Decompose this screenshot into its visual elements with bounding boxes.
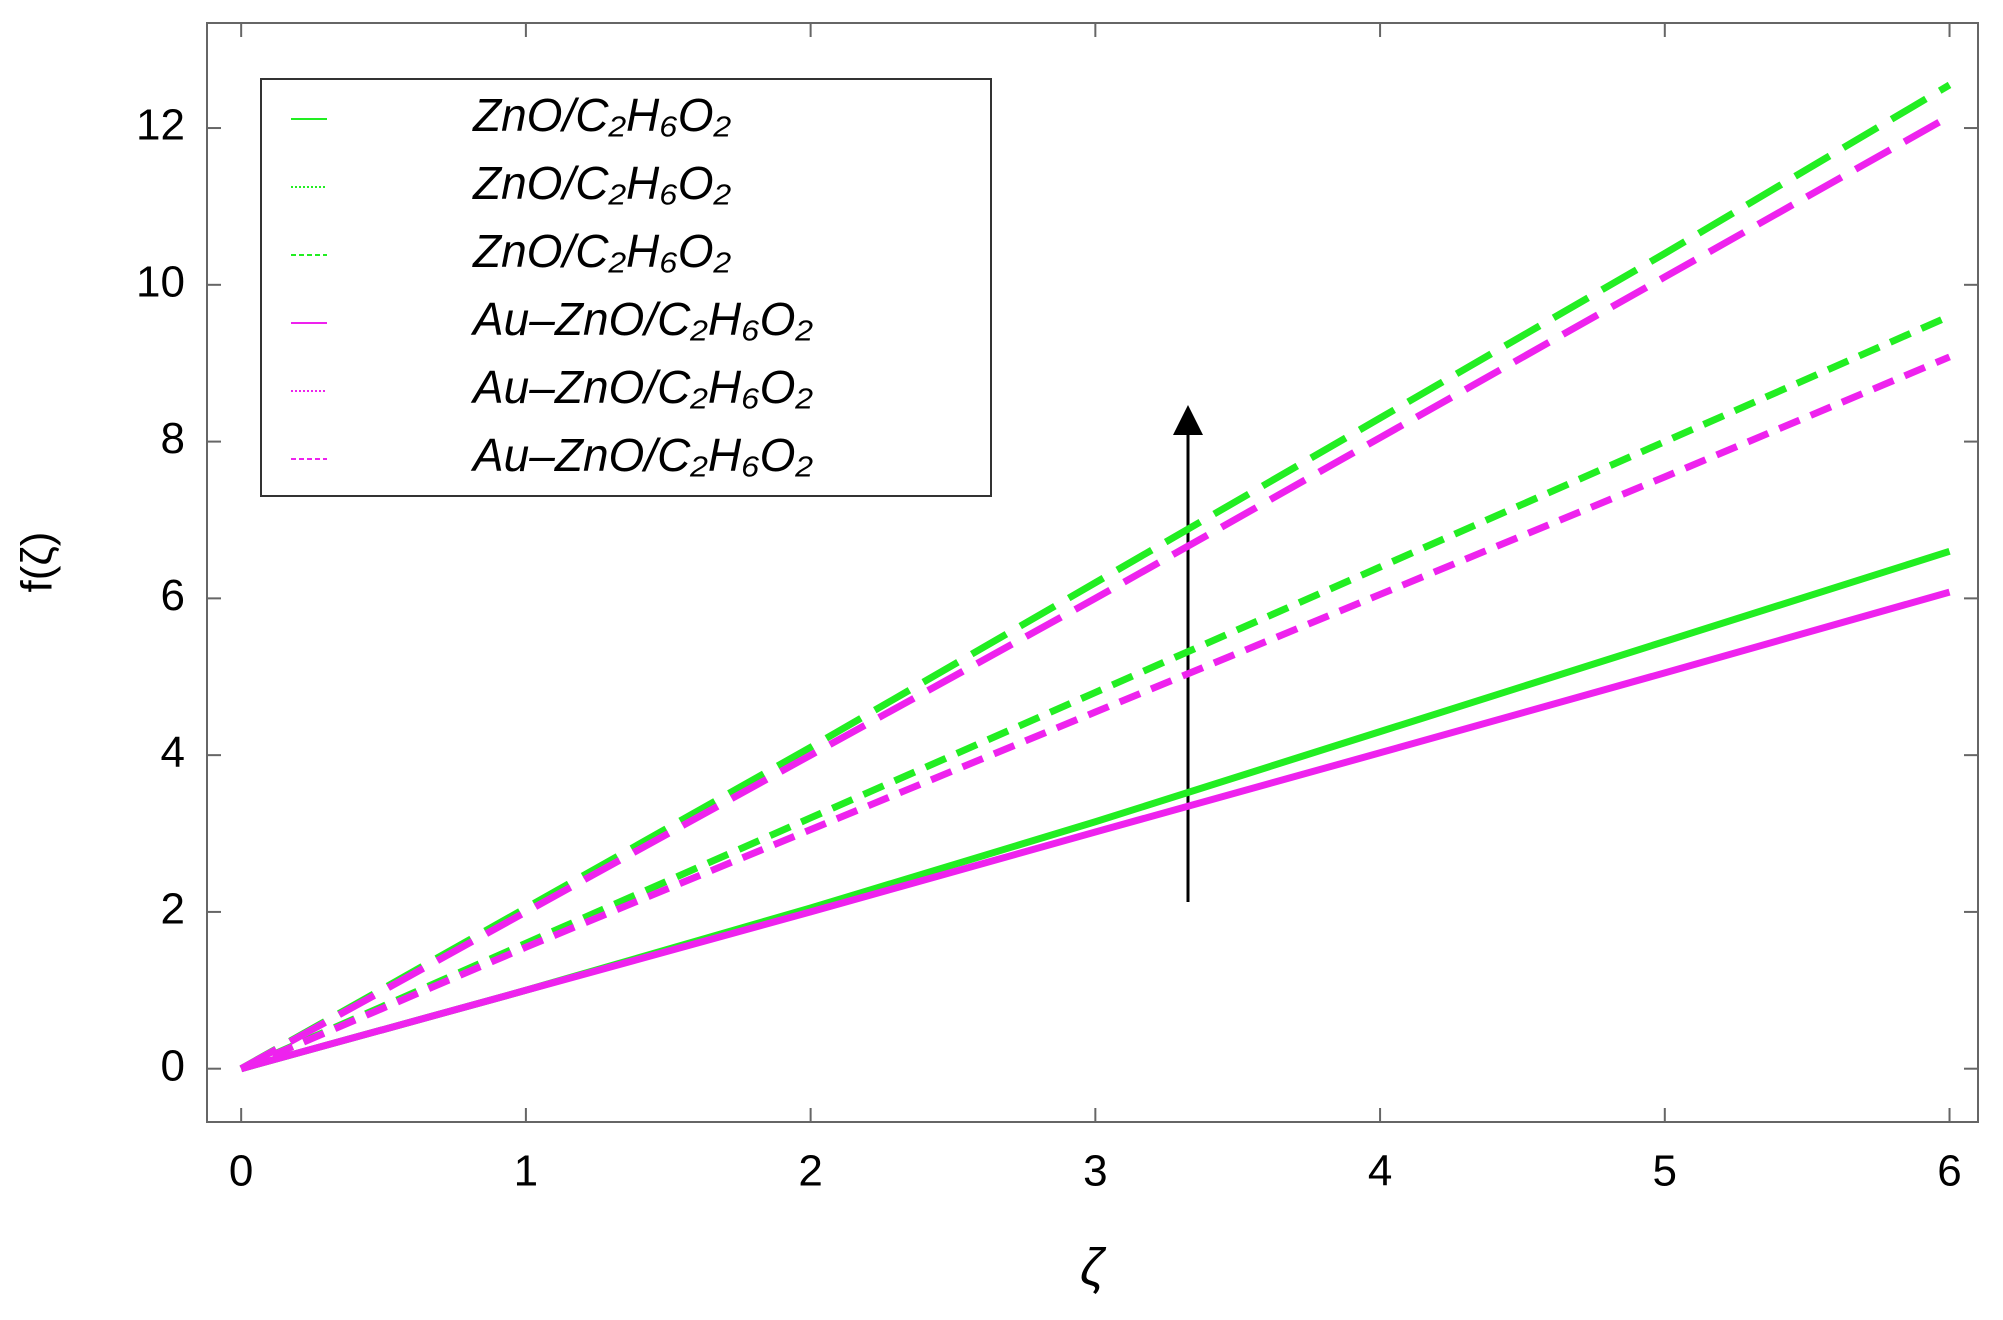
series-line: [239, 81, 1952, 1072]
x-tick-label: 3: [1083, 1147, 1107, 1196]
y-tick-label: 8: [161, 414, 185, 463]
series-line: [240, 588, 1951, 1073]
x-tick-label: 6: [1937, 1147, 1961, 1196]
series-line: [239, 312, 1951, 1072]
y-tick-label: 10: [136, 257, 185, 306]
x-tick-label: 1: [514, 1147, 538, 1196]
y-tick-label: 0: [161, 1041, 185, 1090]
series-line: [240, 547, 1951, 1073]
y-tick-label: 2: [161, 885, 185, 934]
x-tick-label: 5: [1653, 1147, 1677, 1196]
legend-box: [260, 78, 992, 497]
legend-label: Au–ZnO/C₂H₆O₂: [470, 361, 813, 413]
legend-label: Au–ZnO/C₂H₆O₂: [470, 293, 813, 345]
y-axis-label: f(ζ): [13, 532, 62, 593]
legend-label: ZnO/C₂H₆O₂: [472, 225, 732, 277]
legend-label: ZnO/C₂H₆O₂: [472, 157, 732, 209]
y-tick-label: 12: [136, 101, 185, 150]
y-tick-label: 6: [161, 571, 185, 620]
x-tick-label: 4: [1368, 1147, 1392, 1196]
legend-label: Au–ZnO/C₂H₆O₂: [470, 429, 813, 481]
series-line: [239, 113, 1952, 1072]
legend-label: ZnO/C₂H₆O₂: [472, 89, 732, 141]
x-tick-label: 2: [798, 1147, 822, 1196]
plot-frame: [206, 22, 1979, 1123]
y-tick-label: 4: [161, 728, 185, 777]
x-tick-label: 0: [229, 1147, 253, 1196]
series-line: [239, 353, 1951, 1072]
x-axis-label: ζ: [1080, 1239, 1107, 1297]
